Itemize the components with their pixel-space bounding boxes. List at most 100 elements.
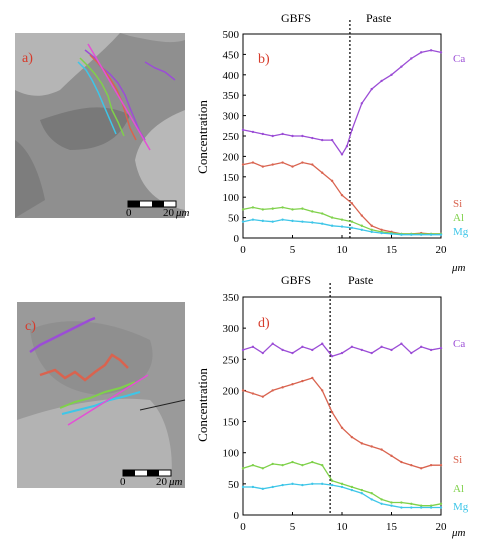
x-tick-label: 0 bbox=[240, 244, 246, 256]
y-tick-label: 50 bbox=[228, 213, 240, 225]
series-label-si: Si bbox=[453, 198, 462, 210]
data-point-ca bbox=[420, 51, 423, 54]
data-point-al bbox=[410, 502, 413, 505]
chart-d-top-label-gbfs: GBFS bbox=[281, 273, 311, 287]
scale-a-unit: μm bbox=[175, 207, 190, 219]
data-point-si bbox=[291, 383, 294, 386]
y-tick-label: 500 bbox=[223, 29, 240, 41]
series-label-mg: Mg bbox=[453, 501, 469, 513]
data-point-al bbox=[321, 212, 324, 215]
data-point-si bbox=[321, 389, 324, 392]
data-point-si bbox=[241, 163, 245, 166]
data-point-mg bbox=[390, 232, 393, 236]
data-point-al bbox=[390, 501, 393, 504]
chart-b-panel-label: b) bbox=[258, 52, 270, 67]
x-tick-label: 0 bbox=[240, 521, 246, 533]
data-point-mg bbox=[380, 231, 383, 235]
data-point-al bbox=[321, 463, 324, 467]
x-tick-label: 15 bbox=[386, 521, 398, 533]
data-point-al bbox=[360, 488, 363, 492]
data-point-mg bbox=[340, 485, 344, 489]
data-point-al bbox=[251, 463, 255, 467]
y-tick-label: 350 bbox=[223, 90, 240, 102]
y-tick-label: 350 bbox=[223, 292, 240, 304]
data-point-al bbox=[370, 228, 373, 232]
data-point-ca bbox=[410, 57, 413, 60]
y-tick-label: 250 bbox=[223, 131, 240, 143]
data-point-si bbox=[400, 460, 403, 464]
data-point-al bbox=[281, 206, 284, 209]
data-point-mg bbox=[281, 218, 284, 221]
data-point-ca bbox=[429, 348, 433, 352]
data-point-ca bbox=[251, 345, 255, 349]
data-point-si bbox=[261, 165, 264, 168]
data-point-al bbox=[251, 206, 255, 209]
data-point-mg bbox=[321, 222, 324, 225]
scan-line-c-ca bbox=[29, 316, 96, 354]
series-label-ca: Ca bbox=[453, 53, 465, 65]
x-tick-label: 10 bbox=[337, 244, 349, 256]
series-label-mg: Mg bbox=[453, 226, 469, 238]
data-point-ca bbox=[360, 348, 363, 352]
pore-a bbox=[40, 107, 130, 150]
data-point-si bbox=[311, 376, 314, 380]
data-point-ca bbox=[261, 132, 264, 136]
data-point-mg bbox=[281, 483, 284, 487]
x-tick-label: 5 bbox=[290, 521, 296, 533]
data-point-mg bbox=[241, 220, 245, 223]
chart-b-top-label-gbfs: GBFS bbox=[281, 11, 311, 25]
data-point-ca bbox=[301, 345, 304, 349]
data-point-si bbox=[330, 411, 334, 414]
scale-bar-c-seg2 bbox=[147, 470, 159, 476]
data-point-mg bbox=[380, 502, 383, 505]
data-point-si bbox=[380, 448, 383, 451]
data-point-ca bbox=[340, 351, 344, 355]
micrograph-c: c) 0 20 μm bbox=[17, 302, 186, 488]
scan-line-a-al bbox=[79, 57, 125, 137]
series-line-ca bbox=[242, 342, 442, 357]
data-point-mg bbox=[251, 485, 255, 489]
data-point-mg bbox=[350, 226, 354, 229]
data-point-si bbox=[429, 463, 433, 467]
scale-a-max: 20 bbox=[163, 207, 175, 219]
data-point-al bbox=[261, 208, 264, 211]
y-tick-label: 0 bbox=[234, 233, 240, 245]
data-point-mg bbox=[439, 233, 443, 236]
data-point-mg bbox=[330, 483, 334, 487]
data-point-mg bbox=[311, 482, 314, 486]
micrograph-a: a) 0 20 μm bbox=[15, 33, 190, 219]
data-point-mg bbox=[311, 221, 314, 224]
data-point-al bbox=[281, 463, 284, 467]
data-point-mg bbox=[400, 233, 403, 236]
data-point-al bbox=[261, 467, 264, 470]
data-point-ca bbox=[281, 348, 284, 352]
chart-d-top-label-paste: Paste bbox=[348, 273, 373, 287]
data-point-mg bbox=[420, 506, 423, 509]
data-point-mg bbox=[370, 498, 373, 501]
y-tick-label: 150 bbox=[223, 172, 240, 184]
data-point-si bbox=[301, 161, 304, 164]
data-point-ca bbox=[241, 128, 245, 132]
scale-c-max: 20 bbox=[156, 476, 168, 488]
scan-line-c-si bbox=[39, 353, 129, 382]
data-point-mg bbox=[330, 224, 334, 227]
data-point-al bbox=[301, 207, 304, 210]
series-line-si bbox=[242, 161, 441, 235]
data-point-ca bbox=[360, 102, 363, 105]
series-label-al: Al bbox=[453, 483, 464, 495]
chart-d: GBFS Paste Concentration d) μm 050100150… bbox=[195, 273, 469, 539]
data-point-si bbox=[301, 379, 304, 383]
chart-b-xlabel: μm bbox=[451, 262, 466, 274]
data-point-mg bbox=[439, 506, 443, 509]
data-point-ca bbox=[400, 65, 403, 68]
data-point-mg bbox=[360, 492, 363, 495]
data-point-mg bbox=[271, 485, 274, 489]
data-point-al bbox=[311, 210, 314, 213]
data-point-ca bbox=[281, 132, 284, 136]
data-point-si bbox=[330, 179, 334, 183]
data-point-al bbox=[241, 467, 245, 470]
data-point-si bbox=[350, 435, 354, 439]
scan-line-a-ca-2 bbox=[144, 61, 176, 81]
data-point-ca bbox=[439, 51, 443, 54]
data-point-si bbox=[350, 202, 354, 205]
